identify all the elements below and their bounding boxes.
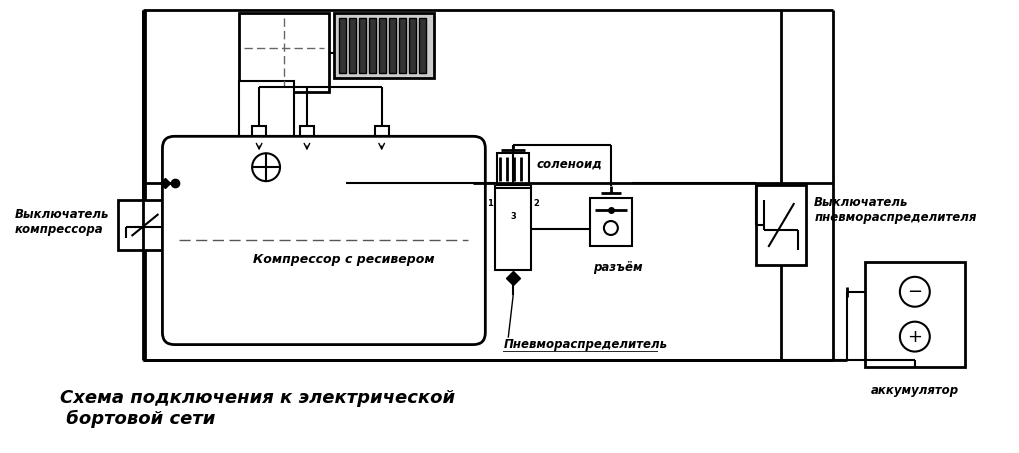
Text: 2: 2	[533, 198, 538, 207]
Bar	[359, 18, 366, 72]
Bar	[254, 145, 264, 152]
Text: Компрессор с ресивером: Компрессор с ресивером	[253, 253, 434, 266]
Bar	[300, 126, 314, 145]
Text: +: +	[907, 328, 921, 346]
Bar	[348, 18, 356, 72]
Bar	[495, 188, 531, 270]
Bar	[238, 13, 328, 92]
Bar	[418, 18, 425, 72]
Text: 3: 3	[510, 212, 516, 221]
Bar	[589, 198, 631, 246]
Bar	[388, 18, 395, 72]
Bar	[497, 153, 529, 185]
Bar	[195, 178, 202, 188]
Text: Выключатель
пневмораспределителя: Выключатель пневмораспределителя	[813, 196, 975, 224]
Text: Пневмораспределитель: Пневмораспределитель	[502, 337, 666, 351]
Text: соленоид: соленоид	[536, 158, 601, 171]
Bar	[252, 126, 266, 145]
Text: −: −	[906, 283, 921, 301]
Bar	[338, 18, 345, 72]
Bar	[398, 18, 406, 72]
Bar	[238, 81, 293, 155]
Text: разъём: разъём	[592, 261, 642, 274]
Bar	[368, 18, 375, 72]
Bar	[864, 262, 964, 366]
Text: 1: 1	[487, 198, 493, 207]
FancyBboxPatch shape	[162, 136, 485, 345]
Text: Схема подключения к электрической
 бортовой сети: Схема подключения к электрической бортов…	[60, 390, 454, 429]
Text: Выключатель
компрессора: Выключатель компрессора	[15, 208, 109, 236]
Bar	[409, 18, 415, 72]
Bar	[302, 145, 312, 152]
Bar	[117, 200, 172, 250]
Bar	[333, 13, 433, 77]
Text: аккумулятор: аккумулятор	[870, 385, 958, 397]
Bar	[204, 178, 212, 188]
Bar	[184, 178, 193, 188]
Bar	[376, 145, 386, 152]
Bar	[756, 185, 805, 265]
Bar	[378, 18, 385, 72]
Bar	[374, 126, 388, 145]
Bar	[174, 178, 182, 188]
Bar	[214, 178, 222, 188]
